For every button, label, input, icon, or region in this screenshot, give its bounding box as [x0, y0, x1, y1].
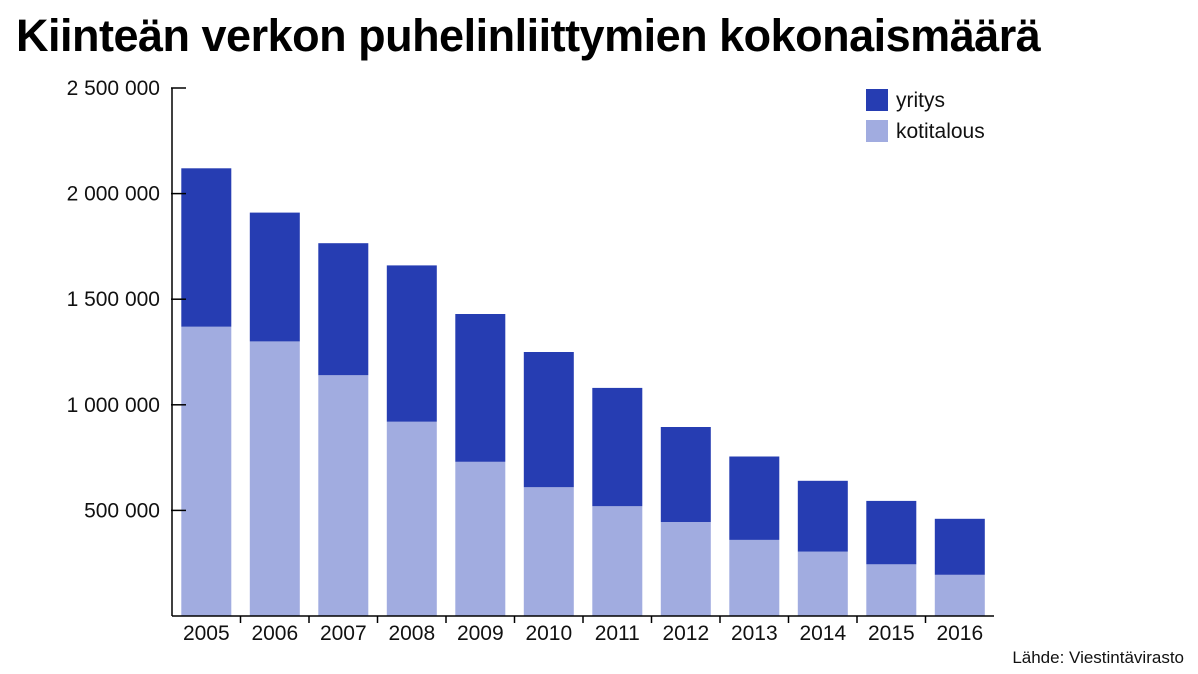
chart-title: Kiinteän verkon puhelinliittymien kokona…: [16, 10, 1041, 61]
y-tick-label: 1 500 000: [67, 288, 160, 311]
bar-yritys-2014: [797, 480, 848, 552]
bar-yritys-2015: [866, 500, 917, 565]
bar-kotitalous-2010: [523, 487, 574, 616]
x-tick-label: 2007: [320, 622, 367, 645]
legend-swatch-kotitalous: [866, 120, 888, 142]
x-tick-label: 2012: [662, 622, 709, 645]
bar-kotitalous-2014: [797, 551, 848, 616]
y-tick-label: 500 000: [84, 499, 160, 522]
bar-kotitalous-2007: [318, 375, 369, 616]
legend: yritys kotitalous: [866, 89, 985, 143]
bar-yritys-2012: [660, 427, 711, 522]
bar-kotitalous-2013: [729, 540, 780, 616]
x-tick-label: 2009: [457, 622, 504, 645]
x-tick-label: 2005: [183, 622, 230, 645]
legend-label-yritys: yritys: [896, 89, 945, 112]
source-note: Lähde: Viestintävirasto: [1012, 648, 1184, 667]
bar-kotitalous-2016: [934, 574, 985, 616]
legend-label-kotitalous: kotitalous: [896, 120, 985, 143]
bar-kotitalous-2006: [249, 341, 300, 616]
bar-yritys-2010: [523, 352, 574, 488]
bar-yritys-2009: [455, 314, 506, 462]
bar-yritys-2013: [729, 456, 780, 540]
y-axis-ticks: 500 000 1 000 000 1 500 000 2 000 000 2 500 …: [67, 77, 186, 522]
bar-kotitalous-2008: [386, 421, 437, 616]
bar-yritys-2011: [592, 387, 643, 507]
bar-yritys-2006: [249, 212, 300, 342]
x-tick-label: 2014: [799, 622, 846, 645]
x-tick-label: 2015: [868, 622, 915, 645]
bar-kotitalous-2009: [455, 461, 506, 616]
x-tick-label: 2008: [388, 622, 435, 645]
y-tick-label: 1 000 000: [67, 394, 160, 417]
y-tick-label: 2 000 000: [67, 183, 160, 206]
bars-layer: [181, 168, 985, 616]
x-tick-label: 2013: [731, 622, 778, 645]
bar-yritys-2016: [934, 518, 985, 575]
bar-kotitalous-2005: [181, 326, 232, 616]
bar-kotitalous-2012: [660, 522, 711, 616]
legend-swatch-yritys: [866, 89, 888, 111]
bar-kotitalous-2015: [866, 564, 917, 616]
y-tick-label: 2 500 000: [67, 77, 160, 100]
x-tick-label: 2010: [525, 622, 572, 645]
bar-yritys-2008: [386, 265, 437, 422]
x-tick-label: 2006: [251, 622, 298, 645]
bar-kotitalous-2011: [592, 506, 643, 616]
bar-yritys-2007: [318, 243, 369, 376]
bar-yritys-2005: [181, 168, 232, 327]
x-tick-label: 2016: [936, 622, 983, 645]
x-tick-label: 2011: [595, 622, 640, 645]
x-axis-ticks: 2005 2006 2007 2008 2009 2010 2011 2012 2013 2014…: [183, 616, 983, 645]
